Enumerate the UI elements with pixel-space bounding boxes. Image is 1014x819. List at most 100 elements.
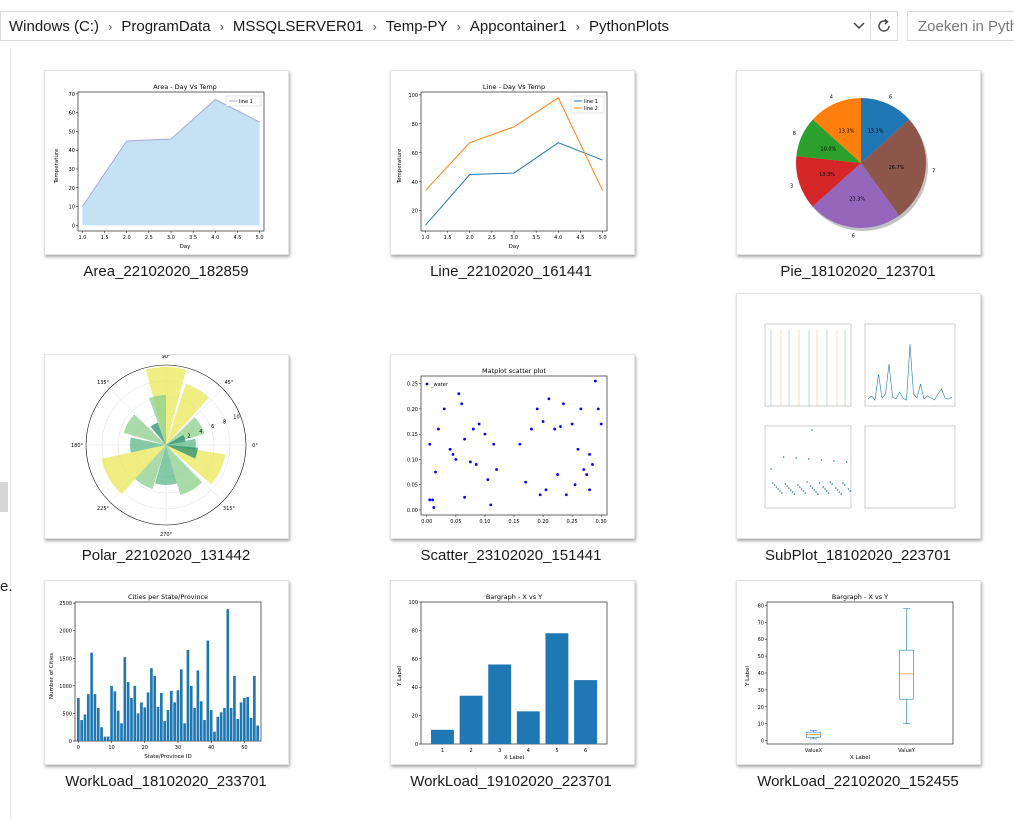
file-name[interactable]: SubPlot_18102020_223701 — [764, 547, 951, 564]
chevron-right-icon[interactable]: › — [456, 18, 461, 34]
subplot-point — [827, 492, 830, 494]
file-thumbnail[interactable]: 13.3% 6 26.7% 7 23.3% 6 13.3% 3 10.0% 8 13.3% 4 — [736, 70, 981, 255]
file-thumbnail[interactable]: Bargraph - X vs Y ValueX ValueY 0 10 20 30 40 5… — [736, 580, 981, 765]
file-thumbnail[interactable]: Matplot scatter plot 0.00 0.05 0.10 0.15 0.2… — [390, 354, 635, 539]
chevron-right-icon[interactable]: › — [372, 18, 377, 34]
slice-percent-label: 13.3% — [839, 128, 855, 134]
chevron-right-icon[interactable]: › — [108, 18, 113, 34]
subplot-point — [844, 484, 846, 486]
breadcrumb-item[interactable]: MSSQLSERVER01 — [232, 17, 364, 35]
pie-chart: 13.3% 6 26.7% 7 23.3% 6 13.3% 3 10.0% 8 13.3% 4 — [790, 94, 935, 239]
subplot-point — [793, 493, 796, 495]
polar-bar — [154, 445, 178, 485]
breadcrumb-item[interactable]: ProgramData — [121, 17, 211, 35]
scrollbar[interactable] — [0, 482, 8, 512]
file-thumbnail[interactable]: Bargraph - X vs Y 1 2 3 4 5 6 0 20 40 60 80 100 X L… — [390, 580, 635, 765]
bar — [253, 675, 256, 741]
file-name[interactable]: Polar_22102020_131442 — [81, 547, 251, 564]
scatter-point — [559, 425, 562, 428]
slice-percent-label: 23.3% — [849, 197, 865, 203]
subplot-frame — [864, 323, 956, 407]
file-name[interactable]: Area_22102020_182859 — [83, 263, 249, 280]
bar — [136, 713, 140, 741]
radial-label: 6 — [211, 424, 214, 430]
x-tick-label: 4.0 — [211, 235, 219, 241]
address-dropdown-button[interactable] — [848, 12, 870, 40]
x-tick-label: 10 — [108, 745, 114, 751]
file-thumbnail[interactable]: Cities per State/Province 0 10 20 30 40 50 0 50… — [44, 580, 289, 765]
bar — [246, 696, 250, 741]
scatter-point — [570, 422, 574, 426]
bar — [86, 694, 90, 741]
y-tick-label: 30 — [758, 688, 764, 694]
file-name[interactable]: Scatter_23102020_151441 — [420, 547, 602, 564]
subplot-point — [817, 493, 819, 495]
bar — [431, 729, 454, 744]
y-tick-label: 10 — [758, 722, 764, 728]
bar — [229, 707, 233, 741]
bar — [133, 685, 137, 741]
breadcrumb-item[interactable]: PythonPlots — [589, 17, 670, 35]
bar — [516, 711, 540, 744]
y-tick-label: 40 — [69, 148, 75, 154]
slice-label: 4 — [830, 94, 833, 100]
subplot-point — [845, 461, 848, 463]
scatter-point — [483, 432, 487, 436]
scatter-point — [588, 488, 591, 492]
scatter-point — [556, 473, 559, 476]
bar — [166, 710, 170, 741]
x-tick-label: 30 — [175, 745, 181, 751]
polar-spoke — [165, 388, 223, 446]
file-thumbnail[interactable]: Line - Day Vs Temp 1.0 1.5 2.0 2.5 3.0 3.5 4.0… — [390, 70, 635, 255]
bar — [90, 652, 93, 741]
x-tick-label: ValueX — [805, 748, 823, 754]
box-chart: Bargraph - X vs Y ValueX ValueY 0 10 20 30 40 5… — [745, 593, 954, 761]
file-name[interactable]: Line_22102020_161441 — [430, 263, 592, 280]
bar — [213, 731, 216, 741]
search-input[interactable]: Zoeken in Pyth — [907, 11, 1014, 41]
file-thumbnail[interactable]: 90° 45° 0° 315° 270° 225° 180° 135° 2 4 6 8 10 — [44, 354, 289, 539]
y-tick-label: 0 — [415, 742, 418, 748]
file-name[interactable]: WorkLoad_19102020_223701 — [410, 773, 612, 790]
scatter-point — [428, 498, 432, 502]
radial-label: 10 — [233, 415, 239, 421]
scatter-point — [530, 427, 533, 431]
file-thumbnail[interactable] — [736, 293, 981, 539]
file-thumbnail[interactable]: Area - Day Vs Temp 1.0 1.5 2.0 2.5 3.0 3.5 4.0… — [44, 70, 289, 255]
y-tick-label: 80 — [412, 122, 418, 128]
chevron-right-icon[interactable]: › — [219, 18, 224, 34]
x-tick-label: 0.20 — [537, 519, 548, 525]
bar — [223, 707, 226, 741]
bar — [256, 725, 260, 741]
bar — [140, 702, 143, 741]
y-tick-label: 0.00 — [407, 508, 418, 514]
x-axis-label: State/Province ID — [144, 754, 191, 760]
chart-title: Bargraph - X vs Y — [486, 593, 542, 601]
series-line — [82, 98, 260, 207]
x-tick-label: 2.5 — [145, 235, 153, 241]
address-bar[interactable]: Windows (C:) › ProgramData › MSSQLSERVER… — [0, 11, 898, 41]
file-name[interactable]: Pie_18102020_123701 — [780, 263, 936, 280]
chevron-right-icon[interactable]: › — [575, 18, 580, 34]
subplot-point — [777, 488, 779, 490]
bar — [239, 702, 243, 741]
refresh-button[interactable] — [870, 12, 897, 40]
breadcrumb-item[interactable]: Windows (C:) — [9, 17, 100, 35]
x-tick-label: 2.0 — [123, 235, 131, 241]
scatter-point — [538, 493, 542, 497]
x-axis-label: Day — [180, 244, 192, 250]
scatter-point — [495, 468, 498, 471]
y-tick-label: 1000 — [59, 684, 72, 690]
polar-bar — [150, 422, 166, 445]
subplot-point — [772, 482, 774, 484]
breadcrumb-item[interactable]: Appcontainer1 — [469, 17, 567, 35]
breadcrumb-item[interactable]: Temp-PY — [385, 17, 448, 35]
y-tick-label: 2500 — [59, 601, 72, 607]
bar — [130, 697, 133, 741]
polar-bar — [148, 395, 166, 445]
file-name[interactable]: WorkLoad_22102020_152455 — [757, 773, 959, 790]
scatter-point — [463, 495, 466, 499]
file-name[interactable]: WorkLoad_18102020_233701 — [65, 773, 267, 790]
x-tick-label: 3.5 — [189, 235, 197, 241]
